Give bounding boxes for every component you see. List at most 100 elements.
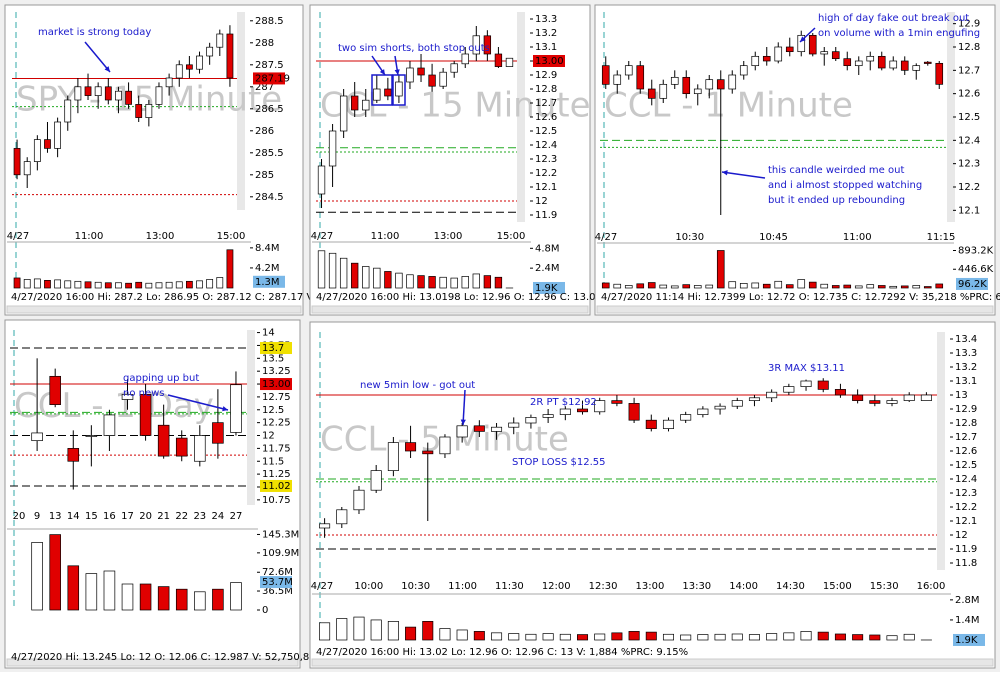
candle-body bbox=[207, 47, 213, 56]
volume-bar bbox=[901, 286, 908, 288]
candle-body bbox=[749, 398, 759, 401]
y-tick-label: 12.5 bbox=[262, 405, 284, 416]
annotation: 3R MAX $13.11 bbox=[768, 363, 845, 374]
volume-bar bbox=[34, 279, 40, 288]
volume-bar bbox=[451, 278, 458, 288]
volume-tick-label: 1.4M bbox=[955, 615, 980, 626]
volume-bar bbox=[484, 276, 491, 288]
volume-bar bbox=[715, 634, 725, 640]
candle-body bbox=[166, 78, 172, 87]
annotation: no news bbox=[123, 388, 165, 399]
volume-bar bbox=[388, 621, 398, 640]
volume-bar bbox=[752, 283, 759, 288]
y-tick-label: 288 bbox=[255, 38, 274, 49]
y-tick-label: 13.25 bbox=[262, 366, 291, 377]
window-frame bbox=[310, 322, 995, 668]
time-label: 20 bbox=[13, 511, 26, 522]
time-label: 10:00 bbox=[354, 581, 383, 592]
scrollbar bbox=[7, 306, 301, 313]
candle-body bbox=[55, 122, 61, 148]
candle-body bbox=[890, 61, 897, 68]
y-tick-label: 13.4 bbox=[955, 334, 977, 345]
watermark: CCL - 1 Minute bbox=[604, 86, 853, 126]
volume-bar bbox=[766, 634, 776, 640]
volume-bar bbox=[844, 285, 851, 288]
candle-body bbox=[140, 394, 151, 435]
candle-body bbox=[717, 80, 724, 89]
status-bar: 4/27/2020 11:14 Hi: 12.7399 Lo: 12.72 O:… bbox=[601, 292, 1000, 303]
volume-bar bbox=[105, 283, 111, 288]
volume-bar bbox=[612, 633, 622, 640]
price-tag-label: 13.7 bbox=[262, 343, 284, 354]
volume-bar bbox=[602, 283, 609, 288]
volume-bar bbox=[158, 587, 169, 610]
annotation: and i almost stopped watching bbox=[768, 180, 922, 191]
time-label: 13:00 bbox=[146, 231, 175, 242]
candle-body bbox=[683, 77, 690, 93]
time-label: 14 bbox=[67, 511, 80, 522]
volume-bar bbox=[329, 253, 336, 288]
candle-body bbox=[887, 401, 897, 404]
volume-bar bbox=[373, 268, 380, 288]
volume-bar bbox=[351, 263, 358, 288]
volume-bar bbox=[671, 286, 678, 288]
time-label: 11:15 bbox=[927, 232, 956, 243]
y-tick-label: 288.5 bbox=[255, 16, 284, 27]
volume-bar bbox=[176, 589, 187, 610]
volume-bar bbox=[646, 632, 656, 640]
y-tick-label: 286.5 bbox=[255, 104, 284, 115]
time-label: 27 bbox=[230, 511, 243, 522]
y-tick-label: 285.5 bbox=[255, 148, 284, 159]
y-tick-label: 286 bbox=[255, 126, 274, 137]
volume-bar bbox=[629, 631, 639, 640]
status-bar: 4/27/2020 16:00 Hi: 287.2 Lo: 286.95 O: … bbox=[11, 292, 357, 303]
candle-body bbox=[354, 490, 364, 510]
time-label: 17 bbox=[121, 511, 134, 522]
y-tick-label: 12.4 bbox=[955, 474, 977, 485]
candle-body bbox=[543, 415, 553, 418]
status-bar: 4/27/2020 16:00 Hi: 13.02 Lo: 12.96 O: 1… bbox=[316, 647, 688, 658]
time-label: 13:00 bbox=[636, 581, 665, 592]
candle-body bbox=[440, 72, 447, 86]
volume-bar bbox=[423, 621, 433, 640]
candle-body bbox=[844, 59, 851, 66]
candle-body bbox=[126, 91, 132, 104]
candle-body bbox=[65, 100, 71, 122]
candle-body bbox=[194, 436, 205, 462]
candle-body bbox=[34, 140, 40, 162]
y-tick-label: 284.5 bbox=[255, 192, 284, 203]
candle-body bbox=[423, 451, 433, 454]
volume-bar bbox=[543, 634, 553, 640]
candle-body bbox=[474, 426, 484, 432]
y-tick-label: 11.25 bbox=[262, 469, 291, 480]
candle-body bbox=[212, 423, 223, 444]
volume-tick-label: 2.4M bbox=[535, 263, 560, 274]
volume-bar bbox=[809, 282, 816, 288]
y-tick-label: 12.3 bbox=[955, 488, 977, 499]
status-bar: 4/27/2020 Hi: 13.245 Lo: 12 O: 12.06 C: … bbox=[11, 652, 348, 663]
y-tick-label: 14 bbox=[262, 328, 275, 339]
candle-body bbox=[451, 64, 458, 72]
time-label: 10:30 bbox=[675, 232, 704, 243]
volume-bar bbox=[196, 281, 202, 288]
volume-bar bbox=[32, 542, 43, 610]
candle-body bbox=[104, 415, 115, 436]
y-tick-label: 12.2 bbox=[955, 502, 977, 513]
y-tick-label: 13.3 bbox=[535, 14, 557, 25]
candle-body bbox=[462, 54, 469, 64]
candle-body bbox=[740, 66, 747, 75]
volume-bar bbox=[337, 619, 347, 641]
volume-bar bbox=[55, 280, 61, 288]
volume-bar bbox=[227, 250, 233, 288]
candle-body bbox=[196, 56, 202, 69]
annotation: 2R PT $12.92 bbox=[530, 397, 597, 408]
volume-tick-label: 2.8M bbox=[955, 595, 980, 606]
candle-body bbox=[373, 89, 380, 100]
volume-bar bbox=[681, 635, 691, 640]
price-tag-label: 287.19 bbox=[255, 73, 290, 84]
time-label: 4/27 bbox=[7, 231, 29, 242]
volume-bar bbox=[396, 273, 403, 288]
time-label: 13:00 bbox=[434, 231, 463, 242]
volume-bar bbox=[855, 286, 862, 288]
